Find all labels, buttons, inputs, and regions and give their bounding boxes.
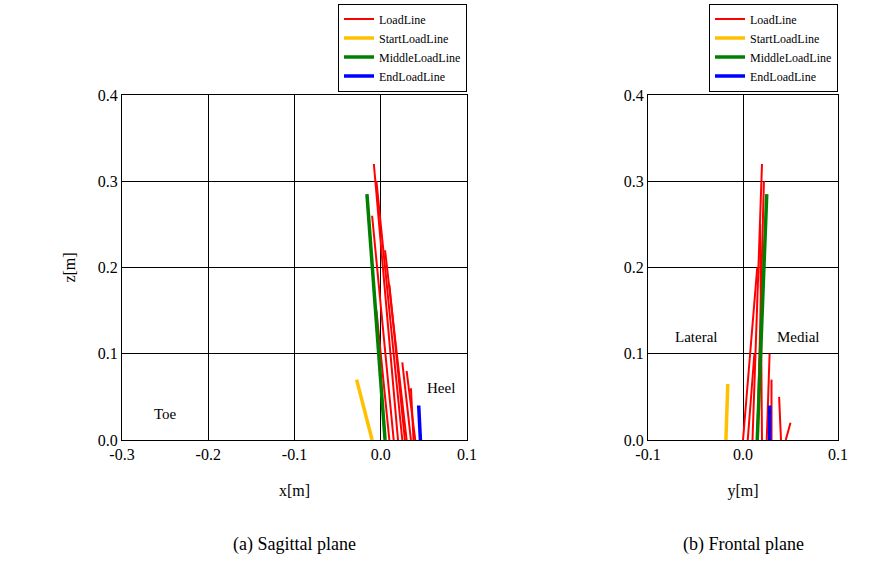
svg-text:Heel: Heel: [427, 380, 455, 396]
svg-text:0.0: 0.0: [371, 446, 391, 463]
svg-text:StartLoadLine: StartLoadLine: [379, 32, 448, 46]
svg-text:MiddleLoadLine: MiddleLoadLine: [750, 51, 831, 65]
svg-text:0.1: 0.1: [457, 446, 477, 463]
svg-text:Lateral: Lateral: [675, 329, 717, 345]
svg-text:MiddleLoadLine: MiddleLoadLine: [379, 51, 460, 65]
svg-text:0.2: 0.2: [98, 259, 118, 276]
svg-text:(a) Sagittal plane: (a) Sagittal plane: [233, 534, 356, 555]
svg-text:0.4: 0.4: [98, 87, 118, 104]
svg-text:LoadLine: LoadLine: [750, 13, 797, 27]
svg-text:y[m]: y[m]: [727, 482, 758, 500]
svg-text:0.0: 0.0: [98, 432, 118, 449]
svg-text:0.0: 0.0: [733, 446, 753, 463]
svg-text:x[m]: x[m]: [279, 482, 310, 499]
svg-text:0.4: 0.4: [624, 87, 644, 104]
svg-text:z[m]: z[m]: [61, 252, 78, 282]
svg-text:0.1: 0.1: [624, 345, 644, 362]
svg-text:-0.2: -0.2: [196, 446, 221, 463]
svg-text:-0.1: -0.1: [282, 446, 307, 463]
svg-text:EndLoadLine: EndLoadLine: [750, 70, 816, 84]
svg-text:0.2: 0.2: [624, 259, 644, 276]
svg-text:0.1: 0.1: [828, 446, 848, 463]
svg-text:-0.3: -0.3: [109, 446, 134, 463]
svg-text:0.1: 0.1: [98, 345, 118, 362]
svg-text:0.3: 0.3: [624, 173, 644, 190]
svg-text:Toe: Toe: [154, 406, 177, 422]
svg-text:0.3: 0.3: [98, 173, 118, 190]
svg-text:-0.1: -0.1: [635, 446, 660, 463]
svg-text:Medial: Medial: [777, 329, 820, 345]
svg-text:LoadLine: LoadLine: [379, 13, 426, 27]
svg-text:(b) Frontal plane: (b) Frontal plane: [683, 534, 804, 555]
svg-text:StartLoadLine: StartLoadLine: [750, 32, 819, 46]
svg-text:0.0: 0.0: [624, 432, 644, 449]
svg-text:EndLoadLine: EndLoadLine: [379, 70, 445, 84]
